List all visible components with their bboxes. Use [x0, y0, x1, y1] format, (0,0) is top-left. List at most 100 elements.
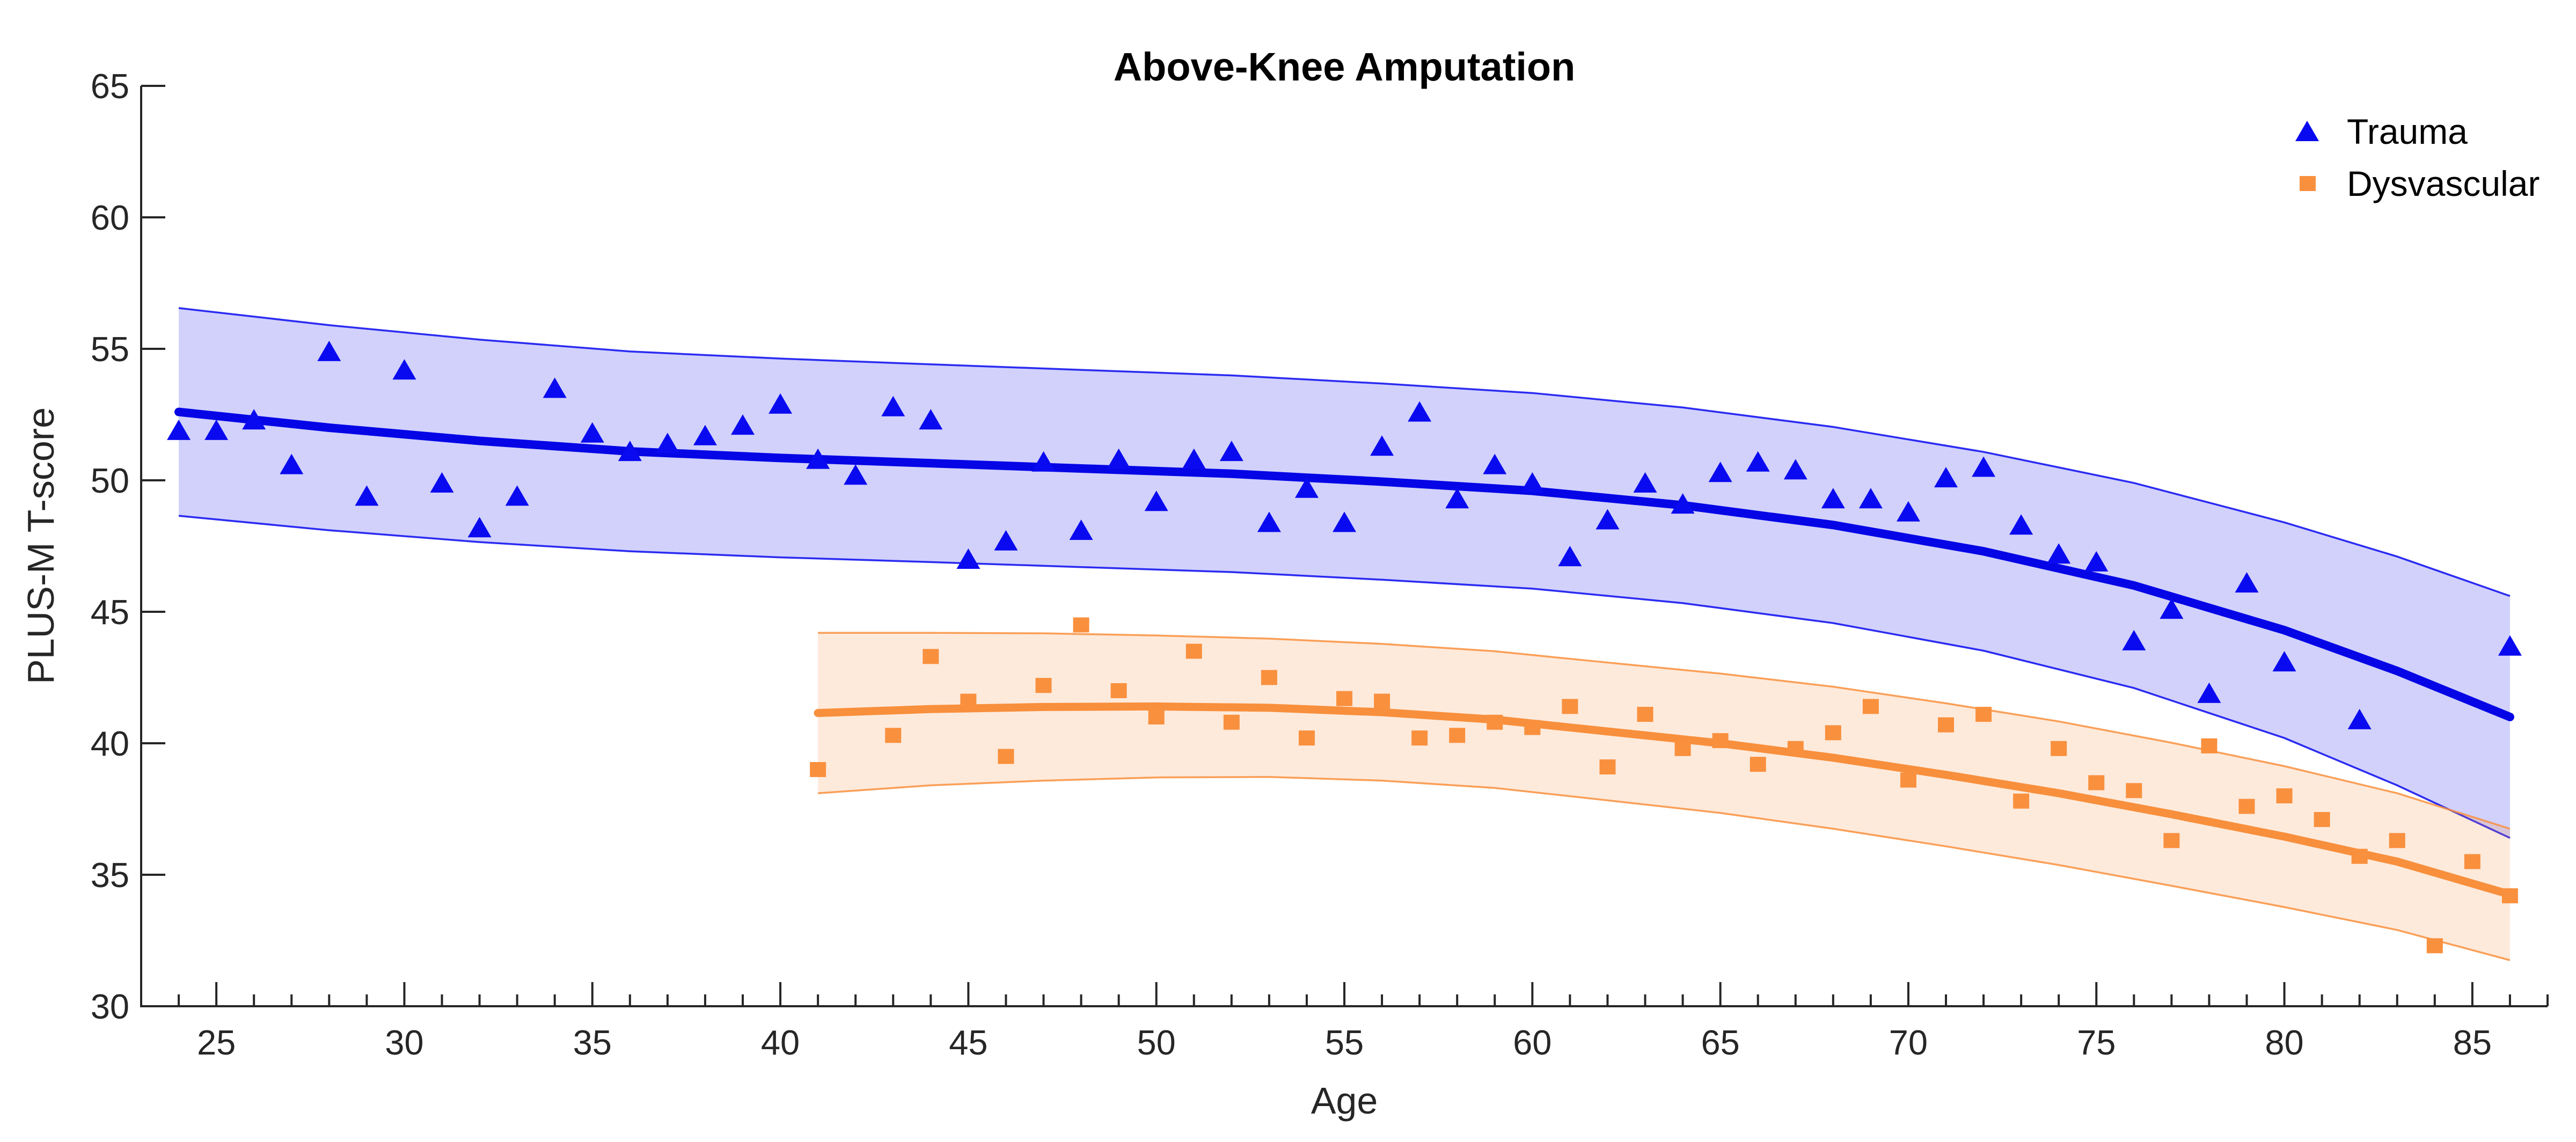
trauma-marker — [2235, 572, 2259, 593]
trauma-marker — [580, 422, 604, 443]
data-markers — [167, 340, 2522, 954]
trauma-marker — [317, 340, 341, 361]
trauma-marker — [844, 464, 868, 485]
trauma-marker — [1483, 453, 1507, 474]
x-tick-label: 30 — [385, 1023, 423, 1062]
legend-trauma-marker-icon — [2295, 121, 2319, 141]
trauma-marker — [2347, 708, 2372, 729]
trauma-marker — [731, 414, 755, 435]
trauma-marker — [1896, 501, 1920, 522]
trauma-marker — [1746, 451, 1770, 472]
dysvascular-marker — [1562, 699, 1578, 714]
dysvascular-marker — [2051, 741, 2067, 756]
trauma-band-upper-edge — [178, 307, 2511, 597]
trauma-marker — [655, 433, 679, 453]
trauma-marker — [280, 453, 304, 474]
dysvascular-marker — [1073, 617, 1089, 633]
dysvascular-marker — [960, 693, 977, 709]
x-tick-label: 45 — [949, 1023, 987, 1062]
trauma-marker — [1069, 519, 1093, 540]
dysvascular-marker — [2126, 783, 2142, 799]
y-tick-label: 40 — [91, 724, 129, 763]
dysvascular-confidence-band — [818, 633, 2510, 961]
trauma-marker — [956, 548, 980, 569]
trauma-marker — [881, 396, 905, 416]
y-tick-label: 65 — [91, 67, 129, 106]
trauma-marker — [1182, 448, 1206, 469]
trauma-marker — [2160, 598, 2184, 619]
trauma-fit-line — [174, 407, 2514, 721]
fit-lines — [174, 407, 2514, 899]
trauma-marker — [806, 448, 830, 469]
trauma-marker — [994, 530, 1018, 551]
trauma-marker — [167, 419, 191, 440]
trauma-marker — [1294, 477, 1319, 498]
trauma-confidence-band — [179, 308, 2510, 838]
x-axis-label: Age — [1311, 1080, 1378, 1122]
x-tick-label: 25 — [197, 1023, 236, 1062]
trauma-marker — [2084, 551, 2109, 572]
trauma-marker — [1821, 488, 1845, 509]
dysvascular-band-upper-edge — [818, 632, 2511, 830]
trauma-marker — [1520, 472, 1545, 493]
trauma-marker — [1633, 472, 1657, 493]
trauma-marker — [242, 409, 266, 430]
y-tick-label: 60 — [91, 198, 129, 237]
dysvascular-marker — [923, 649, 939, 664]
dysvascular-marker — [1938, 717, 1954, 733]
dysvascular-marker — [1900, 772, 1916, 788]
trauma-marker — [1596, 509, 1620, 530]
dysvascular-marker — [2163, 833, 2180, 848]
dysvascular-marker — [1185, 643, 1202, 659]
trauma-marker — [693, 424, 717, 445]
dysvascular-marker — [1975, 707, 1992, 722]
y-axis-label: PLUS-M T-score — [20, 407, 62, 684]
dysvascular-marker — [1787, 741, 1804, 756]
trauma-marker — [392, 359, 416, 380]
dysvascular-marker — [2501, 888, 2518, 904]
dysvascular-marker — [1825, 725, 1841, 741]
dysvascular-marker — [1712, 733, 1729, 749]
legend: Trauma Dysvascular — [2295, 112, 2540, 203]
dysvascular-marker — [810, 762, 826, 777]
y-tick-label: 30 — [91, 987, 129, 1026]
legend-trauma-label: Trauma — [2347, 112, 2468, 151]
trauma-marker — [1031, 451, 1056, 472]
x-tick-label: 60 — [1513, 1023, 1552, 1062]
dysvascular-marker — [1487, 714, 1503, 730]
confidence-bands — [178, 307, 2511, 961]
dysvascular-marker — [1110, 683, 1127, 698]
y-tick-label: 45 — [91, 592, 129, 632]
x-tick-label: 50 — [1137, 1023, 1176, 1062]
dysvascular-marker — [1449, 728, 1466, 743]
trauma-marker — [2197, 682, 2221, 703]
legend-dysvascular-label: Dysvascular — [2347, 164, 2540, 203]
dysvascular-marker — [2389, 833, 2405, 848]
x-tick-label: 80 — [2265, 1023, 2303, 1062]
dysvascular-marker — [1374, 693, 1391, 709]
trauma-marker — [1144, 491, 1168, 511]
y-tick-label: 55 — [91, 330, 129, 369]
dysvascular-marker — [1261, 670, 1277, 685]
trauma-marker — [1333, 511, 1356, 532]
dysvascular-marker — [2013, 793, 2030, 809]
dysvascular-marker — [2464, 854, 2480, 869]
dysvascular-marker — [1637, 707, 1653, 722]
dysvascular-marker — [1524, 720, 1541, 735]
x-tick-label: 70 — [1889, 1023, 1928, 1062]
legend-dysvascular-marker-icon — [2300, 176, 2316, 191]
y-tick-label: 35 — [91, 855, 129, 895]
trauma-marker — [1370, 435, 1394, 456]
x-tick-label: 85 — [2453, 1023, 2492, 1062]
trauma-marker — [2122, 629, 2146, 650]
dysvascular-marker — [1411, 730, 1428, 746]
axes: 25 30 35 40 45 50 55 60 65 70 75 80 85 30 35 40 45 50 55 60… — [91, 67, 2549, 1062]
dysvascular-marker — [998, 749, 1014, 764]
trauma-marker — [1408, 401, 1432, 422]
trauma-marker — [919, 409, 943, 430]
trauma-marker — [2498, 635, 2522, 656]
dysvascular-marker — [1750, 757, 1766, 772]
trauma-marker — [543, 377, 567, 398]
